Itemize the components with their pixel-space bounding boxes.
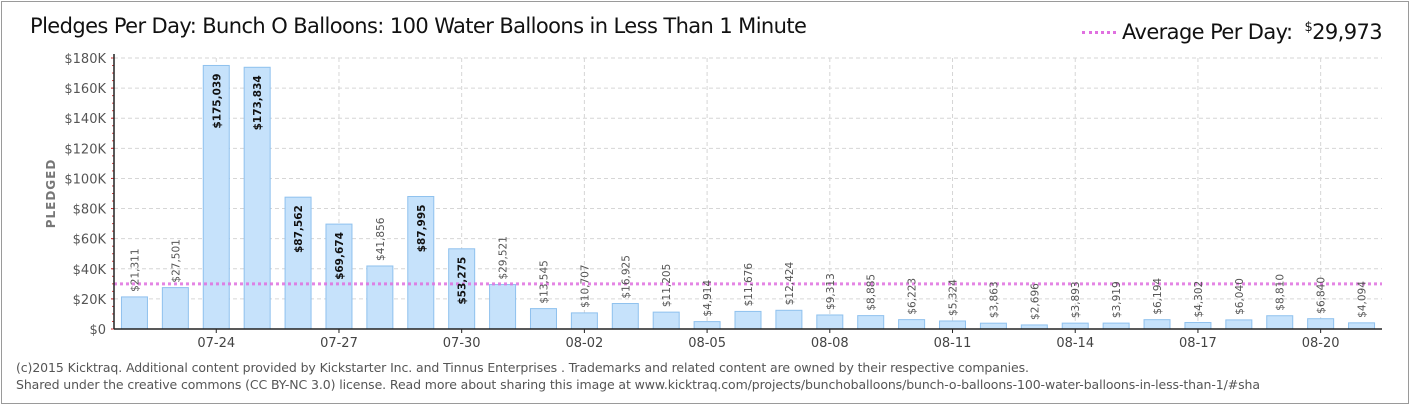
bar-value-label: $41,856 <box>375 217 387 261</box>
bar-value-label: $3,919 <box>1111 281 1123 318</box>
bar <box>489 284 517 330</box>
bar-value-label: $10,707 <box>579 264 591 307</box>
y-tick-label: $100K <box>64 172 106 187</box>
bar-value-label: $53,275 <box>457 257 469 305</box>
bar <box>693 321 721 330</box>
bar-value-label: $9,313 <box>825 273 837 310</box>
bar-value-label: $11,205 <box>661 264 673 307</box>
bar-value-label: $3,893 <box>1070 281 1082 318</box>
y-tick-label: $160K <box>64 82 106 97</box>
bar <box>816 314 844 330</box>
y-tick-label: $80K <box>73 203 107 218</box>
bar-value-label: $13,545 <box>538 260 550 303</box>
bar-value-label: $6,194 <box>1152 278 1164 315</box>
bar <box>1143 319 1171 330</box>
bar-value-label: $175,039 <box>211 73 223 128</box>
bar <box>1348 322 1376 330</box>
bar-value-label: $6,223 <box>907 278 919 315</box>
y-tick-label: $0 <box>89 323 106 338</box>
bar-value-label: $11,676 <box>743 263 755 307</box>
y-tick-label: $40K <box>73 263 107 278</box>
bar <box>734 310 762 330</box>
bar <box>939 320 967 330</box>
y-tick-label: $180K <box>64 52 106 67</box>
bar <box>407 196 435 330</box>
bar <box>1225 319 1253 330</box>
bar-value-label: $6,040 <box>1234 278 1246 315</box>
bar <box>366 265 394 330</box>
bar-value-label: $12,424 <box>784 262 796 306</box>
bar <box>611 303 639 330</box>
x-tick-label: 08-20 <box>1302 336 1340 351</box>
bar <box>120 296 148 330</box>
bar <box>243 66 271 330</box>
bar-value-label: $4,914 <box>702 280 714 317</box>
legend-currency: $ <box>1304 20 1313 35</box>
x-tick-label: 08-08 <box>811 336 849 351</box>
bar-value-label: $27,501 <box>170 239 182 282</box>
average-line-swatch <box>1081 30 1116 34</box>
x-tick-label: 08-17 <box>1179 336 1217 351</box>
bar <box>979 322 1007 330</box>
bar-value-label: $173,834 <box>252 75 264 130</box>
bar <box>570 312 598 330</box>
bar-value-label: $4,302 <box>1193 281 1205 318</box>
y-tick-label: $140K <box>64 112 106 127</box>
x-tick-label: 07-30 <box>443 336 481 351</box>
bar-value-label: $16,925 <box>620 255 632 298</box>
bar-value-label: $8,885 <box>866 274 878 311</box>
footer-license: Shared under the creative commons (CC BY… <box>16 377 1260 392</box>
bar-value-label: $3,863 <box>988 281 1000 318</box>
y-tick-label: $120K <box>64 142 106 157</box>
bar-value-label: $29,521 <box>498 236 510 279</box>
legend-average-value: 29,973 <box>1312 20 1382 44</box>
chart-title: Pledges Per Day: Bunch O Balloons: 100 W… <box>30 14 807 38</box>
legend-value: $29,973 <box>1304 20 1382 44</box>
bar <box>529 308 557 330</box>
bar-value-label: $5,324 <box>948 279 960 316</box>
y-tick-label: $60K <box>73 233 107 248</box>
footer-copyright: (c)2015 Kicktraq. Additional content pro… <box>16 360 1029 375</box>
bar <box>1266 315 1294 330</box>
bar <box>284 196 312 330</box>
bar <box>898 319 926 330</box>
legend-label: Average Per Day: <box>1121 20 1293 44</box>
bar <box>325 223 353 330</box>
x-tick-label: 07-27 <box>320 336 358 351</box>
x-tick-label: 08-02 <box>565 336 603 351</box>
bar <box>161 287 189 330</box>
bar <box>1184 322 1212 330</box>
bar <box>1307 318 1335 330</box>
chart-legend: Average Per Day: $29,973 <box>1081 20 1383 44</box>
bar <box>1102 322 1130 330</box>
bar-value-label: $8,810 <box>1275 274 1287 311</box>
y-axis-label: PLEDGED <box>44 159 58 229</box>
x-tick-label: 07-24 <box>197 336 235 351</box>
y-tick-label: $20K <box>73 293 107 308</box>
bar-value-label: $2,696 <box>1029 283 1041 320</box>
bar <box>652 311 680 330</box>
bar <box>1061 322 1089 330</box>
bar <box>857 315 885 330</box>
x-tick-label: 08-14 <box>1056 336 1094 351</box>
bar-value-label: $6,840 <box>1316 277 1328 314</box>
bar-value-label: $4,094 <box>1357 281 1369 318</box>
bar-value-label: $87,562 <box>293 205 305 253</box>
bar-value-label: $21,311 <box>129 248 141 291</box>
bar-value-label: $69,674 <box>334 232 346 280</box>
bar <box>775 309 803 330</box>
bar-value-label: $87,995 <box>416 205 428 253</box>
x-tick-label: 08-05 <box>688 336 726 351</box>
x-tick-label: 08-11 <box>934 336 972 351</box>
